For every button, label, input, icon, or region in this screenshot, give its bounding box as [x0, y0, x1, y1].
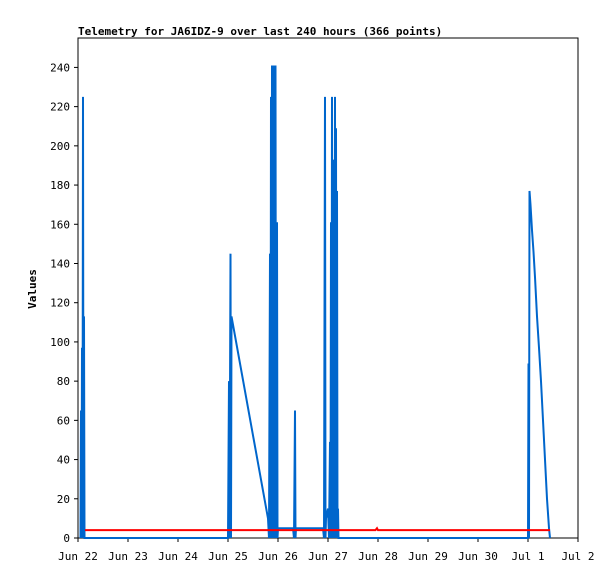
y-tick-label: 180 — [50, 179, 70, 192]
series-line-0 — [79, 65, 551, 539]
y-tick-label: 40 — [57, 454, 70, 467]
x-tick-label: Jun 26 — [258, 550, 298, 563]
series-group — [79, 65, 551, 539]
y-tick-label: 100 — [50, 336, 70, 349]
y-tick-label: 140 — [50, 257, 70, 270]
x-tick-label: Jun 27 — [308, 550, 348, 563]
y-axis: 0 20 40 60 80 100 120 140 160 180 200 220 240 — [50, 61, 78, 545]
x-tick-label: Jun 28 — [358, 550, 398, 563]
x-tick-label: Jun 22 — [58, 550, 98, 563]
y-tick-label: 120 — [50, 297, 70, 310]
series-line-1 — [85, 526, 550, 532]
x-tick-label: Jun 25 — [208, 550, 248, 563]
chart-title: Telemetry for JA6IDZ-9 over last 240 hou… — [78, 25, 442, 38]
y-tick-label: 240 — [50, 61, 70, 74]
x-tick-label: Jul 1 — [511, 550, 544, 563]
x-axis: Jun 22 Jun 23 Jun 24 Jun 25 Jun 26 Jun 27 Jun … — [58, 538, 595, 563]
x-tick-label: Jun 29 — [408, 550, 448, 563]
y-tick-label: 20 — [57, 493, 70, 506]
plot-frame — [77, 37, 579, 539]
y-tick-label: 80 — [57, 375, 70, 388]
x-tick-label: Jun 23 — [108, 550, 148, 563]
y-tick-label: 200 — [50, 140, 70, 153]
x-tick-label: Jun 30 — [458, 550, 498, 563]
y-tick-label: 160 — [50, 218, 70, 231]
x-tick-label: Jun 24 — [158, 550, 198, 563]
y-axis-label: Values — [26, 269, 39, 309]
y-tick-label: 0 — [63, 532, 70, 545]
y-tick-label: 220 — [50, 101, 70, 114]
y-tick-label: 60 — [57, 414, 70, 427]
x-tick-label: Jul 2 — [561, 550, 594, 563]
